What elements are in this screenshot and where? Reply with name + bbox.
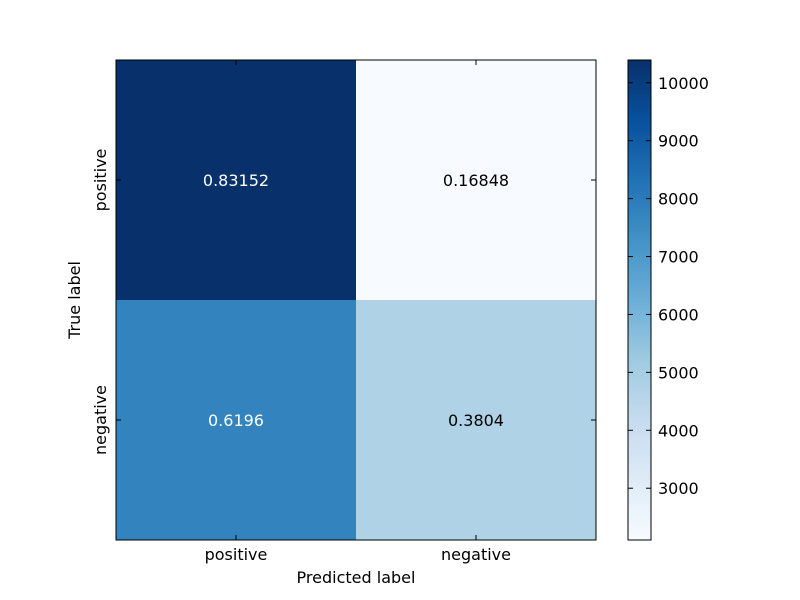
colorbar-tick-label: 5000 [658,363,699,382]
x-tick-label: positive [205,545,268,564]
colorbar-tick-label: 7000 [658,248,699,267]
heatmap-cells: 0.83152 0.16848 0.6196 0.3804 [116,60,596,540]
plot-frame [115,59,597,541]
cell-value-label: 0.3804 [448,411,504,430]
heatmap-cell [356,60,596,300]
cell-value-label: 0.6196 [208,411,264,430]
cell-value-label: 0.16848 [443,171,509,190]
colorbar-tick-label: 8000 [658,190,699,209]
y-tick-label: positive [91,149,110,212]
y-axis-label: True label [65,261,84,340]
colorbar-tick-label: 6000 [658,305,699,324]
x-tick-label: negative [441,545,511,564]
heatmap-cell [356,300,596,540]
colorbar-tick-label: 9000 [658,132,699,151]
axis-ticks: positive negative positive negative [91,60,596,564]
x-axis-label: Predicted label [297,568,416,587]
colorbar-tick-label: 4000 [658,421,699,440]
heatmap-cell [116,300,356,540]
cell-value-label: 0.83152 [203,171,269,190]
y-tick-label: negative [91,385,110,455]
heatmap-cell [116,60,356,300]
colorbar-ticks: 3000 4000 5000 6000 7000 8000 9000 10000 [628,74,709,498]
colorbar-tick-label: 3000 [658,479,699,498]
colorbar-tick-label: 10000 [658,74,709,93]
colorbar [627,59,652,541]
